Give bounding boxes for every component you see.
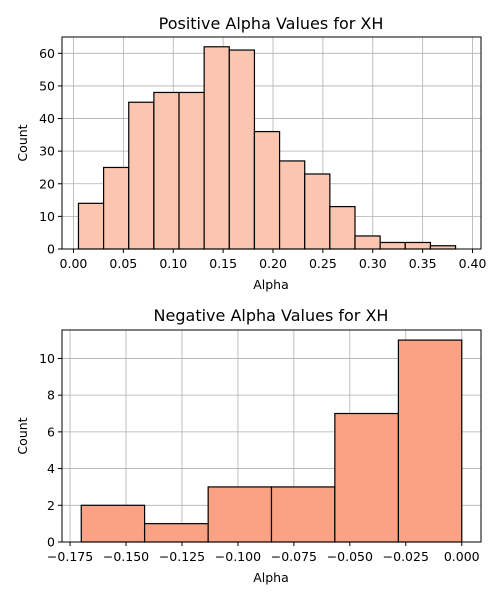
histogram-bar [103, 166, 130, 250]
histogram-bar [80, 504, 146, 543]
y-tick-label: 0 [47, 242, 55, 257]
histogram-bar [207, 486, 273, 543]
x-ticks: 0.00 0.05 0.10 0.15 0.20 0.25 0.30 0.35 0.40 [60, 249, 487, 271]
x-tick-label: −0.075 [271, 549, 317, 564]
y-tick-label: 4 [47, 461, 55, 476]
x-tick-label: −0.175 [47, 549, 93, 564]
x-tick-label: 0.00 [60, 256, 88, 271]
x-tick-label: 0.05 [109, 256, 137, 271]
axes-border [61, 329, 482, 543]
x-tick-label: 0.40 [459, 256, 487, 271]
histogram-bar [153, 91, 180, 250]
x-tick-label: 0.10 [159, 256, 187, 271]
histogram-bar [228, 49, 256, 250]
y-tick-label: 10 [39, 351, 55, 366]
x-tick-label: 0.000 [444, 549, 480, 564]
histogram-bar [397, 339, 463, 543]
y-tick-label: 60 [39, 46, 55, 61]
positive-alpha-chart: Positive Alpha Values for XH 0.00 0.05 0.1… [15, 14, 486, 292]
histogram-bar [203, 46, 230, 250]
histogram-bar [143, 523, 209, 543]
x-ticks: −0.175 −0.150 −0.125 −0.100 −0.075 −0.050 −0.0… [47, 542, 480, 564]
histogram-bar [354, 235, 381, 250]
y-ticks: 0 2 4 6 8 10 [39, 351, 62, 550]
y-tick-label: 0 [47, 535, 55, 550]
x-tick-label: 0.20 [259, 256, 287, 271]
histogram-bar [304, 173, 331, 250]
y-ticks: 0 10 20 30 40 50 60 [39, 46, 62, 257]
negative-alpha-chart: Negative Alpha Values for XH −0.175 −0.15… [15, 306, 482, 585]
histogram-bar [329, 206, 356, 250]
y-tick-label: 6 [47, 424, 55, 439]
histogram-bar [278, 160, 306, 250]
chart-title: Positive Alpha Values for XH [159, 14, 384, 33]
y-axis-label: Count [15, 417, 30, 454]
histogram-bar [270, 486, 336, 543]
y-axis-label: Count [15, 124, 30, 161]
histogram-bar [178, 91, 205, 250]
histogram-bar [404, 241, 432, 250]
x-tick-label: 0.25 [309, 256, 337, 271]
histogram-bar [77, 202, 105, 250]
y-tick-label: 30 [39, 144, 55, 159]
axes-border [61, 36, 482, 250]
y-tick-label: 10 [39, 209, 55, 224]
y-tick-label: 8 [47, 388, 55, 403]
y-tick-label: 20 [39, 176, 55, 191]
y-tick-label: 2 [47, 498, 55, 513]
y-tick-label: 40 [39, 111, 55, 126]
y-tick-label: 50 [39, 78, 55, 93]
x-tick-label: −0.025 [383, 549, 429, 564]
histogram-bar [128, 101, 155, 250]
histogram-bar [334, 412, 400, 543]
axes-frame [61, 329, 482, 543]
axes-frame [61, 36, 482, 250]
x-tick-label: −0.125 [159, 549, 205, 564]
bars [80, 339, 463, 543]
x-axis-label: Alpha [253, 277, 289, 292]
x-tick-label: −0.100 [215, 549, 261, 564]
x-tick-label: −0.150 [103, 549, 149, 564]
x-tick-label: 0.15 [209, 256, 237, 271]
x-tick-label: −0.050 [327, 549, 373, 564]
histogram-bar [379, 241, 406, 250]
x-tick-label: 0.35 [409, 256, 437, 271]
chart-title: Negative Alpha Values for XH [154, 306, 389, 325]
x-axis-label: Alpha [253, 570, 289, 585]
x-tick-label: 0.30 [359, 256, 387, 271]
histogram-bar [253, 130, 281, 250]
